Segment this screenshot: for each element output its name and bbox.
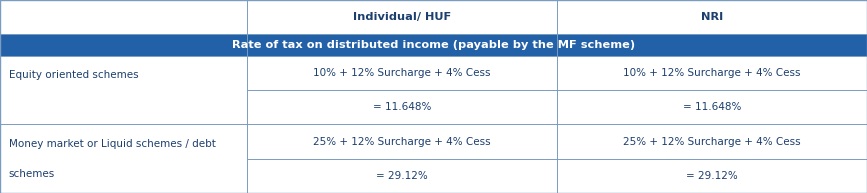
Text: Money market or Liquid schemes / debt: Money market or Liquid schemes / debt <box>9 139 216 149</box>
Bar <box>0 56 867 124</box>
Text: Rate of tax on distributed income (payable by the MF scheme): Rate of tax on distributed income (payab… <box>232 40 635 50</box>
Bar <box>0 0 867 34</box>
Text: 25% + 12% Surcharge + 4% Cess: 25% + 12% Surcharge + 4% Cess <box>623 137 801 147</box>
Text: = 29.12%: = 29.12% <box>376 171 428 181</box>
Bar <box>0 34 867 56</box>
Text: 10% + 12% Surcharge + 4% Cess: 10% + 12% Surcharge + 4% Cess <box>313 68 491 78</box>
Text: schemes: schemes <box>9 169 55 179</box>
Text: 10% + 12% Surcharge + 4% Cess: 10% + 12% Surcharge + 4% Cess <box>623 68 801 78</box>
Text: = 11.648%: = 11.648% <box>683 102 741 112</box>
Text: Individual/ HUF: Individual/ HUF <box>353 12 451 22</box>
Text: NRI: NRI <box>701 12 723 22</box>
Text: = 29.12%: = 29.12% <box>686 171 738 181</box>
Text: 25% + 12% Surcharge + 4% Cess: 25% + 12% Surcharge + 4% Cess <box>313 137 491 147</box>
Text: Equity oriented schemes: Equity oriented schemes <box>9 70 139 80</box>
Text: = 11.648%: = 11.648% <box>373 102 431 112</box>
Bar <box>0 124 867 193</box>
